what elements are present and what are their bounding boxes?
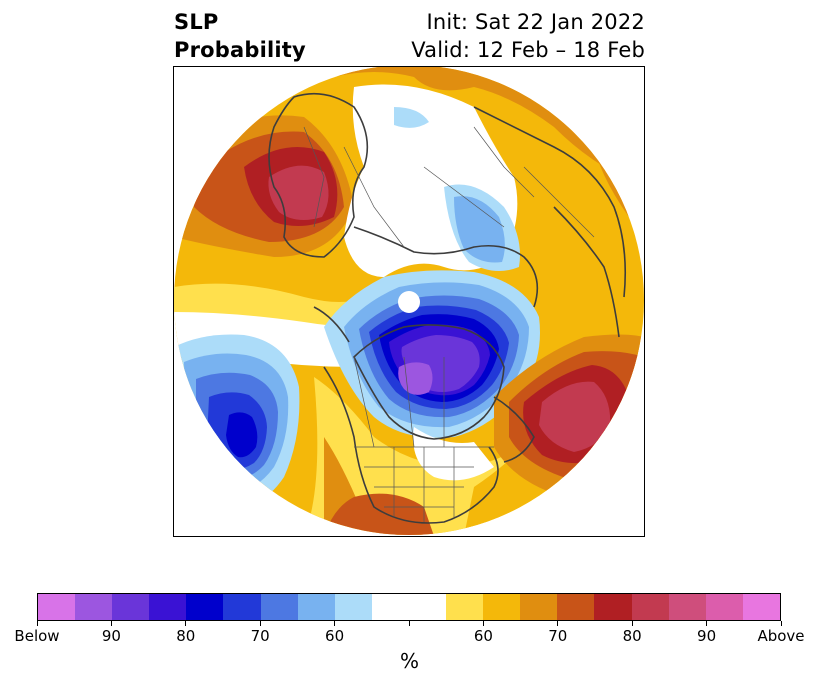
map-panel xyxy=(173,66,645,537)
colorbar-tick xyxy=(482,621,484,626)
chart-dates: Init: Sat 22 Jan 2022 Valid: 12 Feb – 18… xyxy=(411,8,645,64)
colorbar-tick xyxy=(110,621,112,626)
asia-coast xyxy=(473,106,626,298)
colorbar-bin xyxy=(149,594,187,620)
colorbar-bin xyxy=(631,594,669,620)
colorbar-tick-label: 60 xyxy=(325,627,345,645)
border-line xyxy=(423,166,505,228)
init-date: Init: Sat 22 Jan 2022 xyxy=(426,10,645,34)
colorbar-tick-label: 70 xyxy=(548,627,568,645)
title-type: Probability xyxy=(174,38,306,62)
colorbar-bin xyxy=(38,594,76,620)
north-america-coast xyxy=(323,366,499,524)
coastlines xyxy=(268,92,626,524)
above-max-atlantic xyxy=(539,381,611,452)
colorbar-tick-label: 60 xyxy=(473,627,493,645)
colorbar-bin xyxy=(297,594,335,620)
colorbar-label: % xyxy=(399,649,419,673)
colorbar-ticks: Below 90 80 70 60 60 70 80 90 Above xyxy=(14,621,805,651)
colorbar-tick-label: 70 xyxy=(250,627,270,645)
colorbar-bin xyxy=(186,594,224,620)
colorbar-bin xyxy=(668,594,706,620)
colorbar-tick xyxy=(706,621,708,626)
colorbar-bin xyxy=(557,594,595,620)
band-above-70-north xyxy=(174,67,644,187)
colorbar-tick xyxy=(780,621,782,626)
colorbar-tick-label: 80 xyxy=(176,627,196,645)
colorbar-bin xyxy=(742,594,780,620)
colorbar-tick-label: 90 xyxy=(101,627,121,645)
colorbar-tick-label: 90 xyxy=(697,627,717,645)
colorbar-bin xyxy=(223,594,261,620)
probability-field xyxy=(174,67,644,535)
chart-title: SLP Probability xyxy=(174,8,306,64)
border-line xyxy=(523,166,595,238)
colorbar-tick xyxy=(36,621,38,626)
eurasia-arctic-coast xyxy=(353,226,539,308)
valid-range: Valid: 12 Feb – 18 Feb xyxy=(411,38,645,62)
alaska-coast xyxy=(313,306,350,343)
labrador-coast xyxy=(493,396,535,463)
colorbar-bin xyxy=(483,594,521,620)
canada-arctic-coast xyxy=(353,324,505,440)
below-max-canada xyxy=(398,362,433,395)
colorbar-bin xyxy=(594,594,632,620)
colorbar-bin xyxy=(334,594,372,620)
colorbar xyxy=(37,593,781,621)
colorbar-bin xyxy=(408,594,447,620)
border-line xyxy=(303,126,325,228)
colorbar-bin xyxy=(446,594,484,620)
colorbar-tick-label: Below xyxy=(14,627,60,645)
border-line xyxy=(393,447,455,522)
border-line xyxy=(353,356,445,448)
below-90-pacific xyxy=(226,412,258,458)
border-line xyxy=(343,146,405,248)
below-60-arctic-small xyxy=(394,107,429,128)
colorbar-tick xyxy=(334,621,336,626)
colorbar-bin xyxy=(520,594,558,620)
above-80-us-south xyxy=(324,493,434,535)
colorbar-tick-label: Above xyxy=(757,627,805,645)
europe-coast xyxy=(268,92,369,258)
colorbar-bin xyxy=(260,594,298,620)
colorbar-bin xyxy=(705,594,743,620)
colorbar-bin xyxy=(371,594,409,620)
colorbar-tick xyxy=(185,621,187,626)
colorbar-bin xyxy=(112,594,150,620)
colorbar-tick xyxy=(259,621,261,626)
colorbar-tick xyxy=(631,621,633,626)
colorbar-tick-label: 80 xyxy=(622,627,642,645)
polar-map xyxy=(174,67,644,535)
border-line xyxy=(364,466,474,508)
colorbar-tick xyxy=(557,621,559,626)
colorbar-tick xyxy=(408,621,410,626)
title-variable: SLP xyxy=(174,10,219,34)
pole-marker xyxy=(398,291,420,313)
colorbar-bin xyxy=(75,594,113,620)
borders xyxy=(303,126,595,522)
border-line xyxy=(473,126,535,198)
east-asia-coast xyxy=(553,206,620,338)
